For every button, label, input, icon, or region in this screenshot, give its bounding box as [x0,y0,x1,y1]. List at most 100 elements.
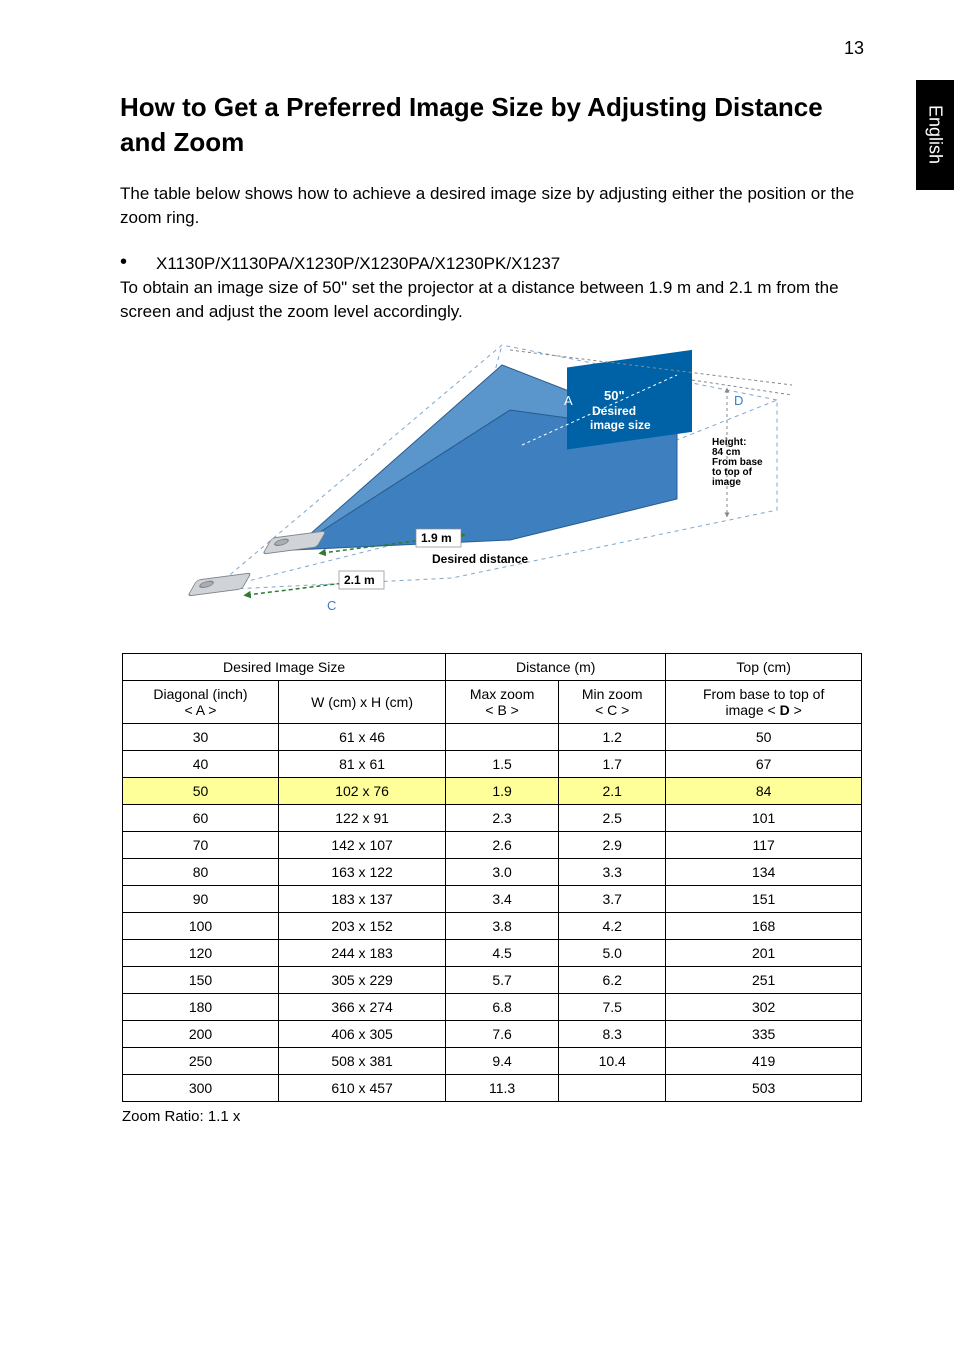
table-row: 150305 x 2295.76.2251 [123,967,862,994]
table-cell: 2.9 [559,832,666,859]
table-row: 70142 x 1072.62.9117 [123,832,862,859]
table-row: 3061 x 46 1.250 [123,724,862,751]
page-heading: How to Get a Preferred Image Size by Adj… [120,90,864,160]
table-cell: 70 [123,832,279,859]
table-row: 4081 x 611.51.767 [123,751,862,778]
table-cell: 503 [666,1075,862,1102]
table-cell: 142 x 107 [278,832,445,859]
table-cell: 5.0 [559,940,666,967]
table-cell: 6.2 [559,967,666,994]
table-cell: 300 [123,1075,279,1102]
model-bullet: •X1130P/X1130PA/X1230P/X1230PA/X1230PK/X… [120,254,864,274]
table-cell: 419 [666,1048,862,1075]
table-row: 200406 x 3057.68.3335 [123,1021,862,1048]
diagram-svg: 50" Desired image size 1.9 m 2.1 m Desir… [172,335,812,625]
th-maxzoom: Max zoom < B > [446,681,559,724]
table-row: 180366 x 2746.87.5302 [123,994,862,1021]
table-cell: 2.3 [446,805,559,832]
table-cell: 81 x 61 [278,751,445,778]
table-cell: 11.3 [446,1075,559,1102]
svg-text:Desired: Desired [592,404,636,418]
table-cell: 1.7 [559,751,666,778]
th-diagonal: Diagonal (inch) < A > [123,681,279,724]
table-cell: 1.2 [559,724,666,751]
table-cell: 90 [123,886,279,913]
page-content: How to Get a Preferred Image Size by Adj… [0,0,954,1165]
table-cell: 84 [666,778,862,805]
table-cell: 117 [666,832,862,859]
table-cell: 67 [666,751,862,778]
table-cell: 40 [123,751,279,778]
zoom-ratio: Zoom Ratio: 1.1 x [122,1108,862,1125]
table-cell: 7.6 [446,1021,559,1048]
table-cell: 134 [666,859,862,886]
image-size-table: Desired Image Size Distance (m) Top (cm)… [122,653,862,1102]
table-cell: 7.5 [559,994,666,1021]
svg-text:D: D [734,393,743,408]
table-cell: 3.4 [446,886,559,913]
table-cell: 183 x 137 [278,886,445,913]
table-cell: 100 [123,913,279,940]
table-cell: 200 [123,1021,279,1048]
table-cell: 366 x 274 [278,994,445,1021]
table-row: 120244 x 1834.55.0201 [123,940,862,967]
svg-text:B: B [468,529,476,543]
language-tab: English [916,80,954,190]
table-cell: 201 [666,940,862,967]
table-row: 50102 x 761.92.184 [123,778,862,805]
table-cell: 150 [123,967,279,994]
table-cell: 406 x 305 [278,1021,445,1048]
projection-diagram: 50" Desired image size 1.9 m 2.1 m Desir… [120,335,864,625]
table-cell: 5.7 [446,967,559,994]
table-cell: 1.9 [446,778,559,805]
th-top: Top (cm) [666,654,862,681]
table-cell: 3.3 [559,859,666,886]
table-cell: 251 [666,967,862,994]
svg-text:1.9 m: 1.9 m [421,531,452,545]
table-cell: 3.8 [446,913,559,940]
table-cell: 180 [123,994,279,1021]
table-cell: 305 x 229 [278,967,445,994]
svg-text:A: A [564,393,573,408]
table-cell: 610 x 457 [278,1075,445,1102]
table-row: 80163 x 1223.03.3134 [123,859,862,886]
th-base: From base to top ofimage < D > [666,681,862,724]
table-cell: 101 [666,805,862,832]
table-cell: 8.3 [559,1021,666,1048]
table-cell: 122 x 91 [278,805,445,832]
table-cell: 3.7 [559,886,666,913]
table-cell [446,724,559,751]
table-cell: 302 [666,994,862,1021]
table-cell: 151 [666,886,862,913]
table-cell: 61 x 46 [278,724,445,751]
table-cell: 203 x 152 [278,913,445,940]
svg-text:C: C [327,598,336,613]
table-cell: 50 [666,724,862,751]
sub-paragraph: To obtain an image size of 50" set the p… [120,276,864,324]
table-cell: 9.4 [446,1048,559,1075]
table-cell: 10.4 [559,1048,666,1075]
table-cell [559,1075,666,1102]
table-cell: 60 [123,805,279,832]
table-cell: 30 [123,724,279,751]
table-cell: 244 x 183 [278,940,445,967]
table-cell: 102 x 76 [278,778,445,805]
svg-text:Desired distance: Desired distance [432,552,528,566]
th-desired-size: Desired Image Size [123,654,446,681]
table-row: 90183 x 1373.43.7151 [123,886,862,913]
table-cell: 50 [123,778,279,805]
page-number: 13 [844,38,864,59]
table-cell: 2.6 [446,832,559,859]
svg-text:50": 50" [604,388,625,403]
model-list: X1130P/X1130PA/X1230P/X1230PA/X1230PK/X1… [156,254,560,273]
table-cell: 168 [666,913,862,940]
svg-text:2.1 m: 2.1 m [344,573,375,587]
intro-paragraph: The table below shows how to achieve a d… [120,182,864,230]
table-cell: 120 [123,940,279,967]
bullet-icon: • [120,254,156,271]
table-cell: 1.5 [446,751,559,778]
table-cell: 6.8 [446,994,559,1021]
table-cell: 335 [666,1021,862,1048]
th-minzoom: Min zoom < C > [559,681,666,724]
th-wh: W (cm) x H (cm) [278,681,445,724]
